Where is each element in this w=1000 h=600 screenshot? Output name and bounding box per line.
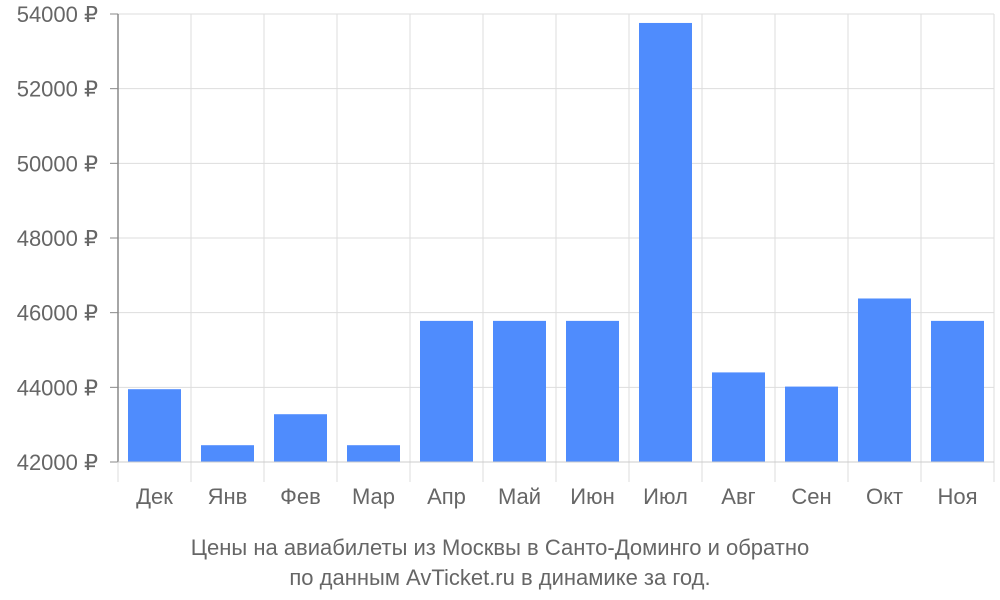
y-tick-label: 42000 ₽ — [17, 450, 98, 475]
x-tick-label: Июл — [643, 484, 688, 509]
bar — [493, 320, 546, 462]
x-tick-label: Сен — [791, 484, 831, 509]
x-tick-label: Ноя — [937, 484, 977, 509]
bar — [785, 386, 838, 462]
bar — [274, 414, 327, 462]
axis-layer — [110, 13, 995, 482]
x-tick-label: Дек — [136, 484, 173, 509]
grid-layer — [118, 13, 995, 463]
bar — [931, 320, 984, 462]
x-tick-label: Апр — [427, 484, 466, 509]
bar — [712, 372, 765, 462]
bar — [566, 320, 619, 462]
x-tick-label: Авг — [721, 484, 755, 509]
x-tick-label: Июн — [570, 484, 614, 509]
x-tick-label: Май — [498, 484, 541, 509]
bar — [639, 22, 692, 463]
chart-caption-line-2: по данным AvTicket.ru в динамике за год. — [289, 565, 711, 590]
y-tick-label: 44000 ₽ — [17, 375, 98, 400]
bar-layer — [128, 22, 984, 463]
bar — [128, 389, 181, 462]
label-layer: 42000 ₽ 44000 ₽ 46000 ₽ 48000 ₽ 50000 ₽ 52000… — [17, 2, 978, 509]
x-tick-label: Окт — [866, 484, 903, 509]
x-tick-label: Янв — [208, 484, 248, 509]
bar — [858, 298, 911, 462]
bar — [201, 445, 254, 462]
y-tick-label: 52000 ₽ — [17, 77, 98, 102]
chart-caption-line-1: Цены на авиабилеты из Москвы в Санто-Дом… — [190, 535, 810, 560]
x-tick-label: Фев — [280, 484, 321, 509]
x-tick-label: Мар — [352, 484, 395, 509]
y-tick-label: 54000 ₽ — [17, 2, 98, 27]
bar — [347, 445, 400, 462]
y-tick-label: 46000 ₽ — [17, 301, 98, 326]
y-tick-label: 48000 ₽ — [17, 226, 98, 251]
bar — [420, 320, 473, 462]
y-tick-label: 50000 ₽ — [17, 151, 98, 176]
